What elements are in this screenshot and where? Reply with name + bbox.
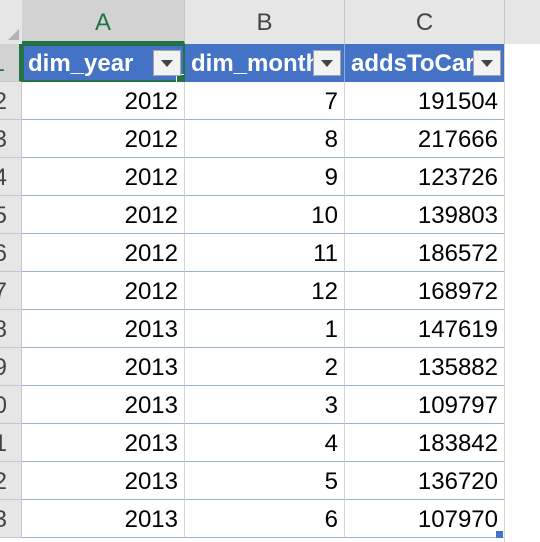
cell-dim-month[interactable]: 8 (185, 120, 345, 158)
cell-adds-to-cart[interactable]: 183842 (345, 424, 505, 462)
table-resize-handle[interactable] (496, 531, 503, 538)
cell-dim-month[interactable]: 5 (185, 462, 345, 500)
row-header-13[interactable]: 13 (0, 500, 22, 538)
row-number: 7 (0, 272, 7, 309)
row-number: 12 (0, 462, 7, 499)
row-number: 9 (0, 348, 7, 385)
column-header-b[interactable]: B (185, 0, 345, 44)
column-d-area[interactable] (504, 44, 540, 542)
row-number: 10 (0, 386, 7, 423)
header-label-dim-year: dim_year (28, 50, 134, 77)
row-header-10[interactable]: 10 (0, 386, 22, 424)
row-number: 8 (0, 310, 7, 347)
cell-dim-year[interactable]: 2013 (22, 386, 185, 424)
cell-adds-to-cart[interactable]: 135882 (345, 348, 505, 386)
cell-adds-to-cart[interactable]: 168972 (345, 272, 505, 310)
cell-dim-year[interactable]: 2012 (22, 120, 185, 158)
filter-dropdown-icon[interactable] (153, 50, 181, 76)
row-header-2[interactable]: 2 (0, 82, 22, 120)
cell-dim-month[interactable]: 9 (185, 158, 345, 196)
cell-dim-year[interactable]: 2013 (22, 348, 185, 386)
cell-dim-month[interactable]: 11 (185, 234, 345, 272)
row-header-6[interactable]: 6 (0, 234, 22, 272)
cell-dim-year[interactable]: 2013 (22, 462, 185, 500)
row-number: 13 (0, 500, 7, 537)
cell-dim-year[interactable]: 2012 (22, 234, 185, 272)
cell-dim-year[interactable]: 2013 (22, 310, 185, 348)
cell-adds-to-cart[interactable]: 147619 (345, 310, 505, 348)
cell-dim-year[interactable]: 2012 (22, 272, 185, 310)
row-number: 3 (0, 120, 7, 157)
cell-adds-to-cart[interactable]: 191504 (345, 82, 505, 120)
cell-adds-to-cart[interactable]: 217666 (345, 120, 505, 158)
cell-dim-month[interactable]: 10 (185, 196, 345, 234)
cell-adds-to-cart[interactable]: 139803 (345, 196, 505, 234)
cell-dim-month[interactable]: 6 (185, 500, 345, 538)
cell-dim-month[interactable]: 12 (185, 272, 345, 310)
cell-adds-to-cart[interactable]: 107970 (345, 500, 505, 538)
cell-dim-month[interactable]: 3 (185, 386, 345, 424)
select-all-button[interactable] (0, 0, 23, 44)
row-header-8[interactable]: 8 (0, 310, 22, 348)
row-header-1[interactable]: 1 (0, 44, 22, 82)
row-header-4[interactable]: 4 (0, 158, 22, 196)
row-number: 4 (0, 158, 7, 195)
cell-dim-year[interactable]: 2012 (22, 196, 185, 234)
cell-dim-month[interactable]: 2 (185, 348, 345, 386)
cell-dim-year[interactable]: 2012 (22, 82, 185, 120)
row-header-11[interactable]: 11 (0, 424, 22, 462)
header-label-adds-to-cart: addsToCart (351, 50, 483, 77)
cell-dim-year[interactable]: 2013 (22, 500, 185, 538)
cell-dim-year[interactable]: 2013 (22, 424, 185, 462)
row-number: 2 (0, 82, 7, 119)
row-header-3[interactable]: 3 (0, 120, 22, 158)
column-header-c[interactable]: C (345, 0, 505, 44)
cell-adds-to-cart[interactable]: 109797 (345, 386, 505, 424)
row-header-9[interactable]: 9 (0, 348, 22, 386)
row-header-5[interactable]: 5 (0, 196, 22, 234)
filter-dropdown-icon[interactable] (313, 50, 341, 76)
row-number: 11 (0, 424, 7, 461)
cell-dim-month[interactable]: 1 (185, 310, 345, 348)
row-number: 6 (0, 234, 7, 271)
column-header-a[interactable]: A (22, 0, 185, 44)
cell-dim-month[interactable]: 4 (185, 424, 345, 462)
cell-dim-month[interactable]: 7 (185, 82, 345, 120)
row-number: 1 (0, 44, 5, 81)
row-header-12[interactable]: 12 (0, 462, 22, 500)
header-label-dim-month: dim_month (191, 50, 321, 77)
row-header-7[interactable]: 7 (0, 272, 22, 310)
filter-dropdown-icon[interactable] (473, 50, 501, 76)
cell-adds-to-cart[interactable]: 123726 (345, 158, 505, 196)
cell-adds-to-cart[interactable]: 136720 (345, 462, 505, 500)
cell-adds-to-cart[interactable]: 186572 (345, 234, 505, 272)
row-number: 5 (0, 196, 7, 233)
cell-dim-year[interactable]: 2012 (22, 158, 185, 196)
